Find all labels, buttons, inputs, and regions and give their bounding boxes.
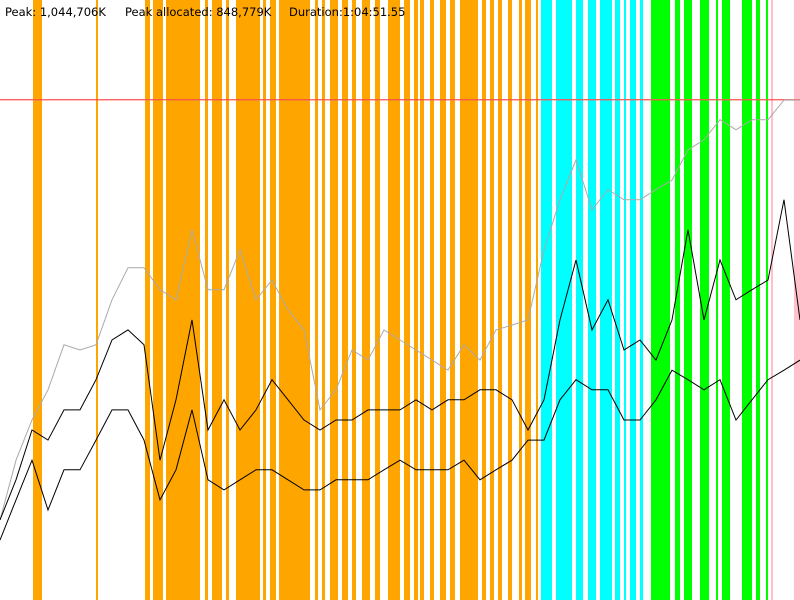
event-band [576,0,583,600]
event-band [519,0,522,600]
event-band [166,0,200,600]
event-band [588,0,596,600]
event-band [541,0,552,600]
duration-label: Duration:1:04:51.55 [289,5,405,19]
event-band [450,0,455,600]
peak-allocated-label: Peak allocated: 848,779K [125,5,272,19]
event-band [212,0,222,600]
event-band [205,0,208,600]
event-bands [33,0,800,600]
peak-label: Peak: 1,044,706K [5,5,106,19]
event-band [716,0,718,600]
event-band [600,0,612,600]
event-band [615,0,620,600]
event-band [414,0,418,600]
event-band [96,0,98,600]
event-band [482,0,486,600]
event-band [460,0,478,600]
event-band [322,0,325,600]
event-band [404,0,410,600]
event-band [700,0,709,600]
event-band [270,0,276,600]
memory-lines [0,99,800,541]
event-band [315,0,318,600]
event-band [684,0,692,600]
event-band [722,0,730,600]
event-band [440,0,446,600]
header: Peak: 1,044,706K Peak allocated: 848,779… [5,5,405,19]
event-band [556,0,572,600]
event-band [420,0,424,600]
event-band [630,0,636,600]
event-band [226,0,229,600]
event-band [508,0,512,600]
event-band [490,0,494,600]
event-band [771,0,773,600]
event-band [675,0,680,600]
event-band [145,0,150,600]
event-band [33,0,42,600]
memory-line [0,199,800,521]
event-band [640,0,643,600]
event-band [153,0,163,600]
event-band [624,0,626,600]
event-band [279,0,310,600]
event-band [525,0,531,600]
memory-line [0,99,800,521]
event-band [651,0,670,600]
event-band [330,0,338,600]
event-band [342,0,348,600]
event-band [536,0,538,600]
event-band [263,0,266,600]
event-band [756,0,760,600]
event-band [388,0,400,600]
event-band [352,0,356,600]
event-band [362,0,370,600]
event-band [498,0,502,600]
event-band [375,0,380,600]
event-band [430,0,434,600]
event-band [742,0,752,600]
event-band [766,0,768,600]
memory-line [0,359,800,541]
